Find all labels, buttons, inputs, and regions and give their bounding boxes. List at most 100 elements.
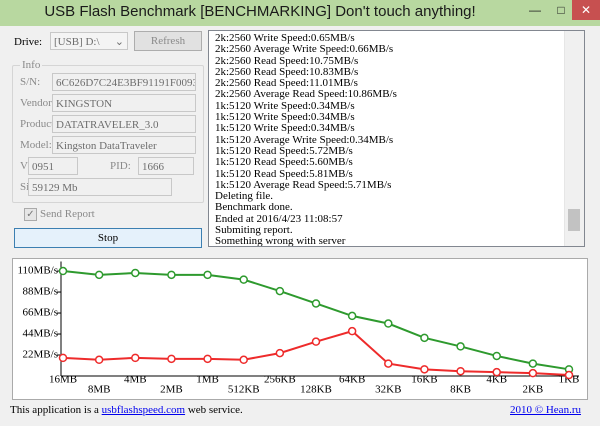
data-point <box>384 319 393 328</box>
y-tick-label: 88MB/s <box>23 286 58 298</box>
info-group <box>12 65 204 203</box>
x-tick-label: 8MB <box>88 384 111 396</box>
drive-value: [USB] D:\ <box>54 36 100 48</box>
log-lines: 2k:2560 Write Speed:0.65MB/s 2k:2560 Aver… <box>209 31 584 247</box>
minimize-button[interactable]: — <box>529 3 541 17</box>
log-line: 1k:5120 Read Speed:5.72MB/s <box>215 144 353 157</box>
footer-suffix: web service. <box>187 404 243 416</box>
log-line: 2k:2560 Write Speed:0.65MB/s <box>215 32 355 44</box>
info-value: KINGSTON <box>52 94 196 112</box>
drive-label: Drive: <box>14 36 43 48</box>
log-line: 1k:5120 Average Read Speed:5.71MB/s <box>215 178 392 191</box>
send-report-label: Send Report <box>40 208 95 220</box>
data-point <box>347 326 357 336</box>
data-point <box>528 359 538 368</box>
y-tick-label: 110MB/s <box>17 265 58 277</box>
data-point <box>492 351 501 361</box>
info-value: Kingston DataTraveler <box>52 136 196 154</box>
close-button[interactable]: ✕ <box>572 0 600 20</box>
x-tick-label: 16KB <box>411 374 437 386</box>
log-line: 2k:2560 Read Speed:11.01MB/s <box>215 77 358 90</box>
info-label: Vendor: <box>20 97 55 109</box>
log-box: 2k:2560 Write Speed:0.65MB/s 2k:2560 Aver… <box>208 30 585 247</box>
data-point <box>167 270 176 280</box>
log-line: Ended at 2016/4/23 11:08:57 <box>215 212 343 225</box>
log-line: 1k:5120 Read Speed:5.81MB/s <box>215 167 353 180</box>
log-line: Deleting file. <box>215 190 274 203</box>
x-tick-label: 16MB <box>49 374 77 386</box>
maximize-button[interactable]: □ <box>557 3 565 17</box>
data-point <box>420 333 429 343</box>
x-tick-label: 512KB <box>228 384 260 396</box>
info-title: Info <box>20 59 43 71</box>
info-value: 6C626D7C24E3BF91191F0093 <box>52 73 196 91</box>
x-tick-label: 128KB <box>300 384 332 396</box>
data-point <box>420 365 429 374</box>
log-line: 2k:2560 Average Write Speed:0.66MB/s <box>215 43 394 56</box>
drive-select[interactable]: [USB] D:\ ⌄ <box>50 32 128 50</box>
send-report-checkbox[interactable]: ✓ <box>24 208 37 221</box>
data-point <box>564 370 574 380</box>
footer-link[interactable]: usbflashspeed.com <box>101 404 186 416</box>
footer-text: This application is a <box>10 404 99 416</box>
data-point <box>167 354 176 364</box>
log-line: 1k:5120 Write Speed:0.34MB/s <box>215 111 355 124</box>
x-tick-label: 2KB <box>522 384 543 396</box>
log-line: Submiting report. <box>215 224 293 237</box>
data-point <box>311 337 321 346</box>
data-point <box>456 342 465 351</box>
log-line: Something wrong with server <box>215 235 346 247</box>
x-tick-label: 2MB <box>160 384 183 396</box>
data-point <box>275 286 285 296</box>
log-line: 1k:5120 Write Speed:0.34MB/s <box>215 99 355 112</box>
y-tick-label: 44MB/s <box>23 328 58 340</box>
data-point <box>311 299 321 308</box>
copyright: 2010 © Hean.ru <box>510 404 581 416</box>
log-line: 1k:5120 Read Speed:5.60MB/s <box>215 156 353 169</box>
data-point <box>94 355 104 365</box>
x-tick-label: 8KB <box>450 384 471 396</box>
data-point <box>131 353 140 363</box>
info-value: 1666 <box>138 157 194 175</box>
x-tick-label: 1MB <box>196 374 219 386</box>
log-line: 2k:2560 Read Speed:10.75MB/s <box>215 54 359 67</box>
data-point <box>239 275 248 284</box>
footer: This application is a usbflashspeed.com … <box>10 404 243 416</box>
log-line: 2k:2560 Average Read Speed:10.86MB/s <box>215 88 397 101</box>
data-point <box>239 355 248 365</box>
scroll-thumb[interactable] <box>568 209 580 231</box>
data-point <box>131 268 140 278</box>
data-point <box>203 270 212 280</box>
stop-button[interactable]: Stop <box>14 228 202 248</box>
info-label: Model: <box>20 139 52 151</box>
data-point <box>275 348 285 358</box>
info-label: Product: <box>20 118 58 130</box>
chart-panel: 110MB/s 88MB/s 66MB/s 44MB/s 22MB/s 16MB 8MB 4M… <box>12 258 588 400</box>
log-line: 1k:5120 Average Write Speed:0.34MB/s <box>215 133 394 146</box>
copyright-link[interactable]: 2010 © Hean.ru <box>510 404 581 416</box>
info-value: 0951 <box>28 157 78 175</box>
info-label: S/N: <box>20 76 41 88</box>
log-line: 1k:5120 Write Speed:0.34MB/s <box>215 122 355 135</box>
x-tick-label: 1KB <box>559 374 580 386</box>
dropdown-arrow: ⌄ <box>114 36 124 48</box>
data-point <box>203 354 212 364</box>
data-point <box>58 353 68 363</box>
x-tick-label: 4KB <box>486 374 507 386</box>
log-line: 2k:2560 Read Speed:10.83MB/s <box>215 65 359 78</box>
data-point <box>492 367 501 377</box>
y-tick-label: 22MB/s <box>23 349 58 361</box>
scrollbar[interactable] <box>564 31 584 246</box>
y-tick-label: 66MB/s <box>23 307 58 319</box>
data-point <box>384 359 393 368</box>
data-point <box>456 366 465 376</box>
window-title: USB Flash Benchmark [BENCHMARKING] Don't… <box>44 3 476 20</box>
data-point <box>347 311 357 321</box>
refresh-button[interactable]: Refresh <box>134 31 202 51</box>
data-point <box>58 266 68 276</box>
info-label: PID: <box>110 160 131 172</box>
info-value: 59129 Mb <box>28 178 172 196</box>
x-tick-label: 32KB <box>375 384 401 396</box>
